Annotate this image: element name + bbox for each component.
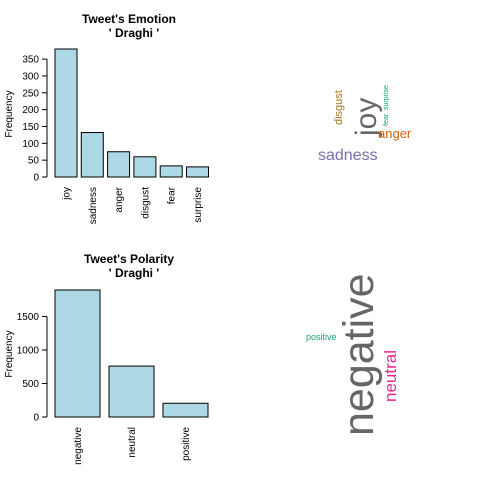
cloud-word-surprise: surprise (383, 85, 390, 110)
cloud-word-joy: joy (350, 98, 383, 137)
y-tick-label: 1000 (17, 345, 40, 356)
y-tick-label: 0 (33, 173, 39, 184)
cloud-word-disgust: disgust (333, 90, 345, 125)
bar-sadness (80, 132, 104, 178)
y-tick-label: 350 (22, 55, 39, 66)
bar-joy (54, 48, 78, 178)
y-tick-label: 0 (33, 413, 39, 424)
x-tick-label-joy: joy (62, 187, 73, 201)
cloud-word-positive: positive (306, 332, 337, 342)
y-tick-label: 1500 (17, 312, 40, 323)
cloud-word-sadness: sadness (318, 147, 378, 164)
x-tick-label-surprise: surprise (193, 187, 204, 223)
bar-neutral (108, 365, 155, 418)
y-tick-label: 300 (22, 71, 39, 82)
x-tick-label-disgust: disgust (140, 187, 151, 219)
y-tick-label: 500 (22, 379, 39, 390)
cloud-word-fear: fear (383, 113, 390, 126)
y-tick-label: 100 (22, 139, 39, 150)
cloud-word-negative: negative (335, 273, 383, 436)
polarity-chart-title: Tweet's Polarity (84, 252, 174, 266)
emotion-y-axis-label: Frequency (4, 90, 15, 137)
bar-disgust (133, 156, 157, 178)
bar-fear (159, 165, 183, 178)
y-tick-label: 150 (22, 122, 39, 133)
emotion-word-cloud: joy sadness anger disgust fear surprise (318, 85, 412, 164)
x-tick-label-positive: positive (181, 427, 192, 461)
x-tick-label-sadness: sadness (88, 187, 99, 224)
x-tick-label-anger: anger (114, 186, 125, 212)
bar-anger (107, 151, 131, 178)
polarity-bar-chart: Tweet's Polarity ' Draghi ' Frequency 0 5… (4, 252, 209, 465)
bar-positive (162, 402, 209, 418)
x-tick-label-neutral: neutral (127, 427, 138, 458)
emotion-bar-chart: Tweet's Emotion ' Draghi ' Frequency 0 50… (4, 12, 209, 224)
polarity-word-cloud: negative neutral positive (306, 273, 400, 436)
y-tick-label: 200 (22, 105, 39, 116)
cloud-word-neutral: neutral (381, 350, 400, 402)
x-tick-label-fear: fear (167, 186, 178, 204)
polarity-y-axis-label: Frequency (4, 330, 15, 377)
bar-surprise (186, 166, 209, 178)
bar-negative (54, 289, 101, 418)
cloud-word-anger: anger (378, 126, 412, 141)
y-tick-label: 50 (28, 156, 40, 167)
x-tick-label-negative: negative (73, 427, 84, 465)
polarity-chart-subtitle: ' Draghi ' (109, 266, 160, 280)
emotion-chart-subtitle: ' Draghi ' (109, 26, 160, 40)
emotion-chart-title: Tweet's Emotion (82, 12, 176, 26)
y-tick-label: 250 (22, 88, 39, 99)
